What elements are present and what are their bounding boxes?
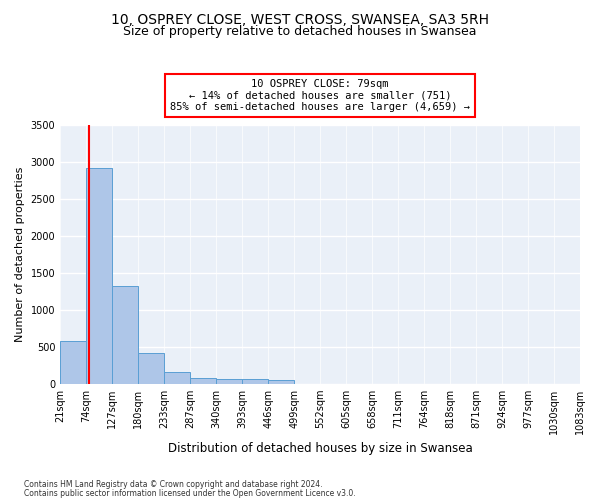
Text: Contains HM Land Registry data © Crown copyright and database right 2024.: Contains HM Land Registry data © Crown c… [24,480,323,489]
Bar [164,372,190,384]
Bar [268,380,294,384]
Bar [242,380,268,384]
Bar [86,168,112,384]
Text: Size of property relative to detached houses in Swansea: Size of property relative to detached ho… [123,25,477,38]
Text: 10 OSPREY CLOSE: 79sqm
← 14% of detached houses are smaller (751)
85% of semi-de: 10 OSPREY CLOSE: 79sqm ← 14% of detached… [170,79,470,112]
Text: Contains public sector information licensed under the Open Government Licence v3: Contains public sector information licen… [24,488,356,498]
Bar [190,378,216,384]
Bar [112,286,138,384]
Bar [138,354,164,384]
Y-axis label: Number of detached properties: Number of detached properties [15,166,25,342]
Text: 10, OSPREY CLOSE, WEST CROSS, SWANSEA, SA3 5RH: 10, OSPREY CLOSE, WEST CROSS, SWANSEA, S… [111,12,489,26]
Bar [216,379,242,384]
Bar [60,341,86,384]
X-axis label: Distribution of detached houses by size in Swansea: Distribution of detached houses by size … [168,442,472,455]
